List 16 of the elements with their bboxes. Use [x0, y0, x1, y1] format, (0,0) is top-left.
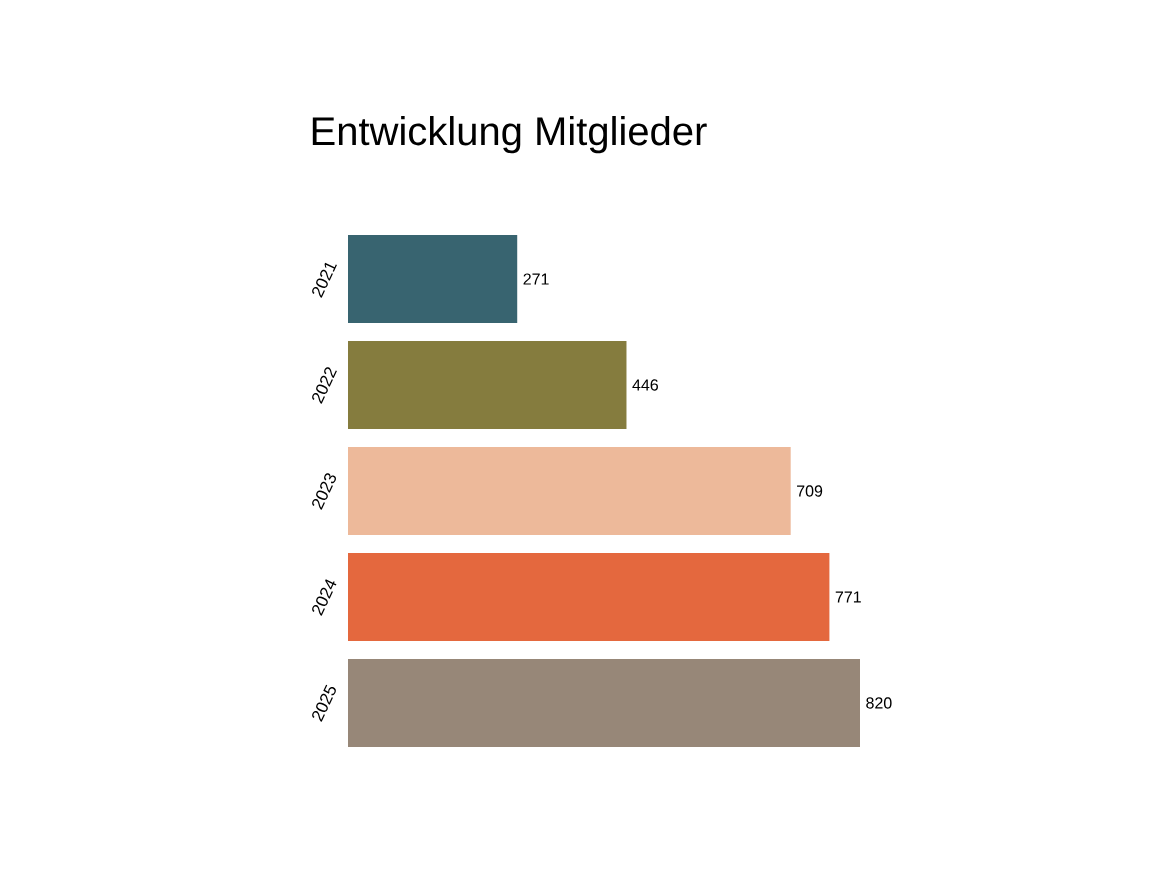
data-label: 820 [866, 697, 892, 709]
y-tick-label: 2024 [312, 579, 337, 616]
y-tick-label: 2023 [312, 473, 337, 510]
data-label: 446 [632, 379, 658, 391]
data-label: 709 [797, 485, 823, 497]
y-tick-label: 2025 [312, 684, 336, 722]
bar [348, 552, 830, 641]
data-label: 771 [835, 591, 861, 603]
bar [348, 234, 518, 323]
bar [348, 446, 791, 535]
chart-title: Entwicklung Mitglieder [312, 116, 707, 154]
y-tick-label: 2022 [312, 367, 337, 404]
data-label: 271 [523, 273, 549, 285]
bar [348, 340, 627, 429]
bar [348, 658, 860, 747]
y-tick-label: 2021 [312, 262, 337, 298]
